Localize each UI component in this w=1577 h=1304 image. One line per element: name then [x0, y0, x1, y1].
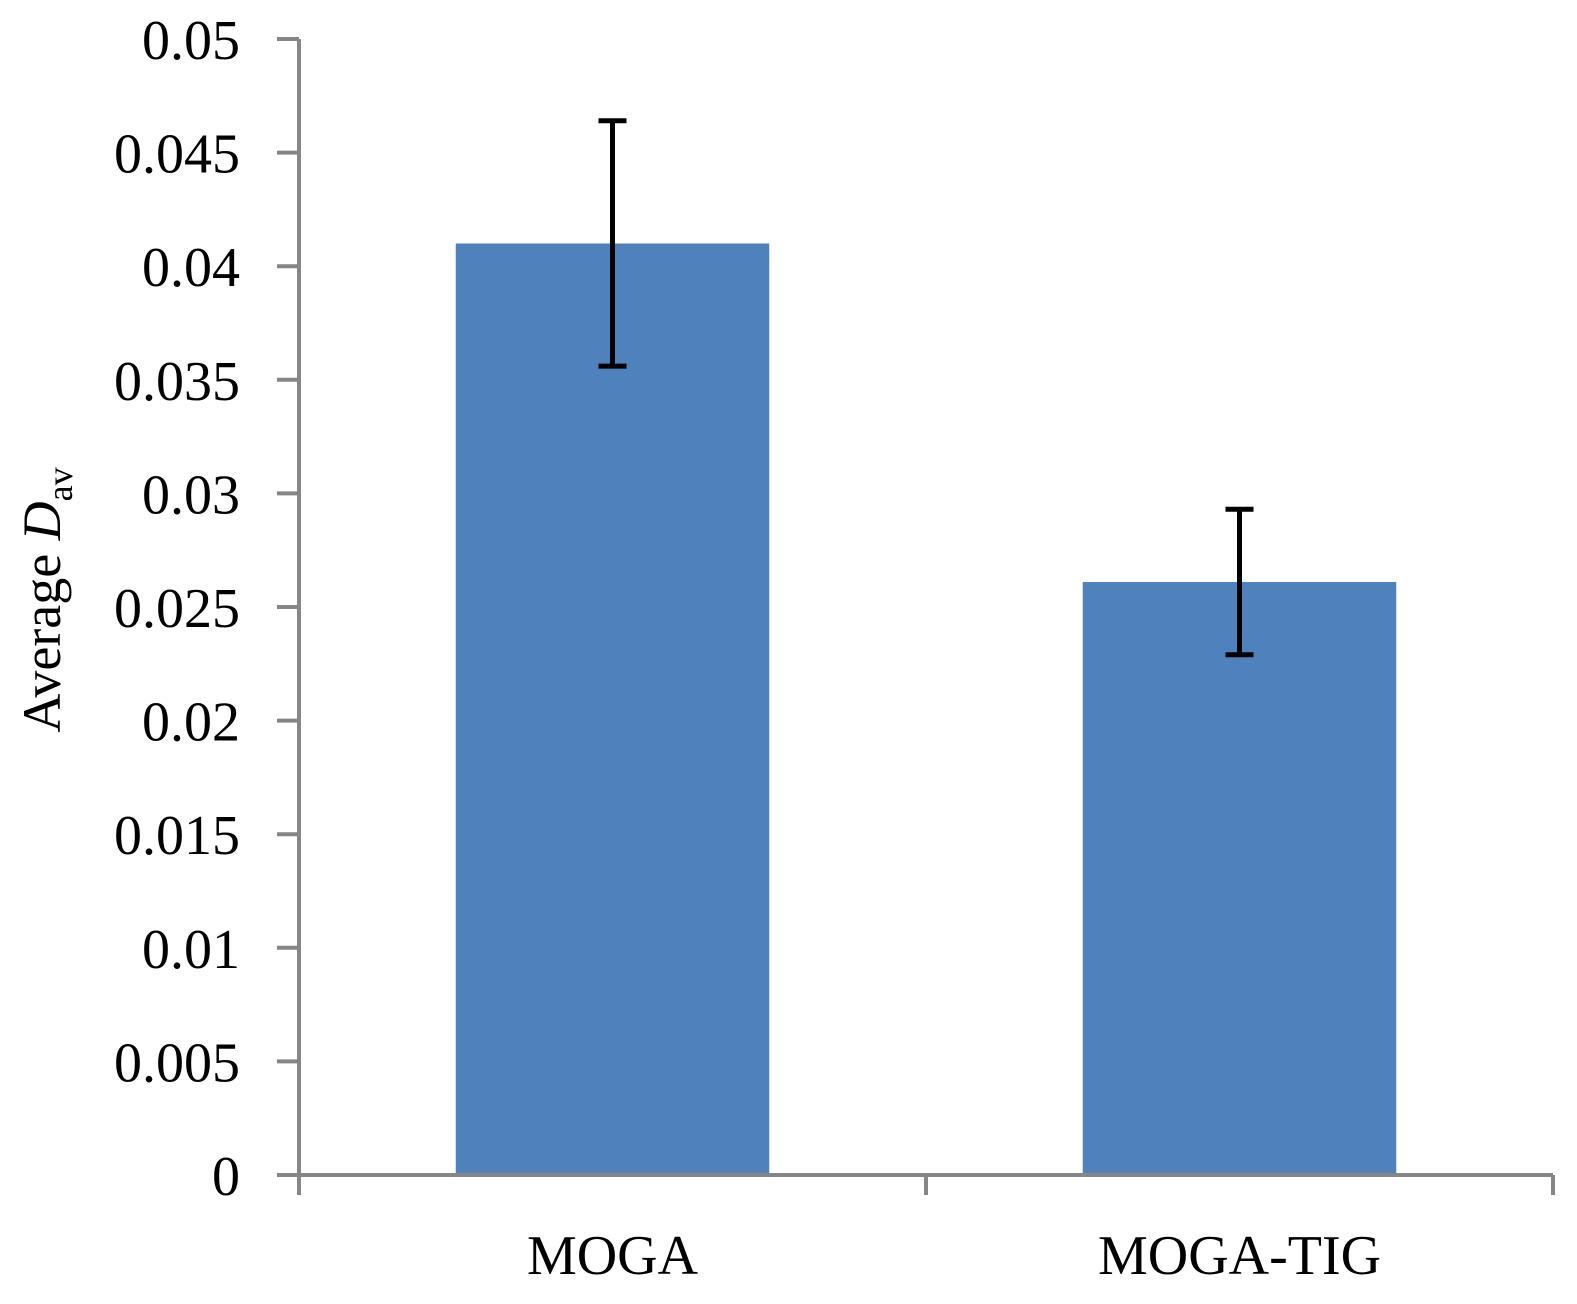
x-tick-label-moga-tig: MOGA-TIG [1098, 1225, 1381, 1287]
y-tick-label: 0.045 [114, 124, 240, 186]
y-tick-label: 0.05 [142, 10, 240, 72]
labels-layer: MOGA MOGA-TIG 0 0.005 0.01 0.015 0.02 0.025 0.03… [114, 10, 1381, 1287]
y-tick-label: 0 [212, 1146, 240, 1208]
y-tick-label: 0.015 [114, 805, 240, 867]
y-axis-title-variable: D [12, 501, 72, 541]
y-tick-label: 0.01 [142, 919, 240, 981]
y-tick-label: 0.035 [114, 351, 240, 413]
error-bar-moga [598, 118, 627, 369]
x-tick-label-moga: MOGA [527, 1225, 699, 1287]
y-tick-label: 0.005 [114, 1032, 240, 1094]
error-bar-moga-tig [1225, 506, 1254, 658]
bar-moga-tig [1082, 582, 1397, 1175]
y-tick-label: 0.02 [142, 692, 240, 754]
bar-moga [455, 243, 770, 1176]
y-axis-title: Average Dav [12, 467, 80, 732]
y-tick-label: 0.04 [142, 237, 240, 299]
y-tick-label: 0.025 [114, 578, 240, 640]
error-bars-layer [598, 118, 1254, 658]
y-axis-title-prefix: Average [12, 540, 72, 732]
y-tick-label: 0.03 [142, 464, 240, 526]
y-axis-title-subscript: av [40, 467, 80, 501]
axes-layer [277, 37, 1555, 1195]
bars-layer [455, 243, 1397, 1176]
